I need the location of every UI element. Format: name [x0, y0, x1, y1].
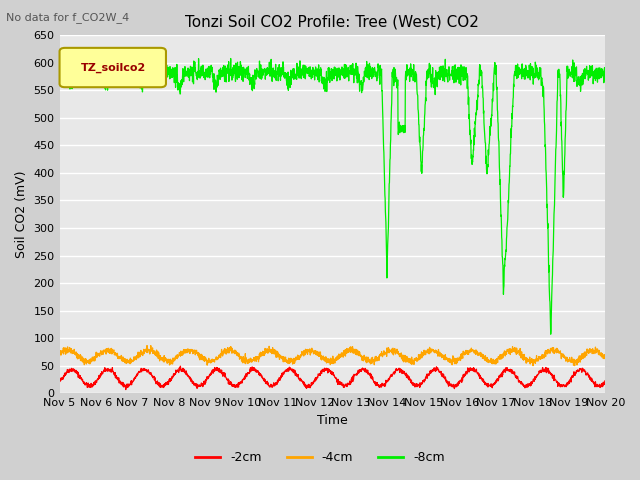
Title: Tonzi Soil CO2 Profile: Tree (West) CO2: Tonzi Soil CO2 Profile: Tree (West) CO2	[186, 15, 479, 30]
Text: TZ_soilco2: TZ_soilco2	[81, 62, 146, 72]
X-axis label: Time: Time	[317, 414, 348, 427]
FancyBboxPatch shape	[60, 48, 166, 87]
Text: No data for f_CO2W_4: No data for f_CO2W_4	[6, 12, 130, 23]
Legend: -2cm, -4cm, -8cm: -2cm, -4cm, -8cm	[190, 446, 450, 469]
Y-axis label: Soil CO2 (mV): Soil CO2 (mV)	[15, 170, 28, 258]
